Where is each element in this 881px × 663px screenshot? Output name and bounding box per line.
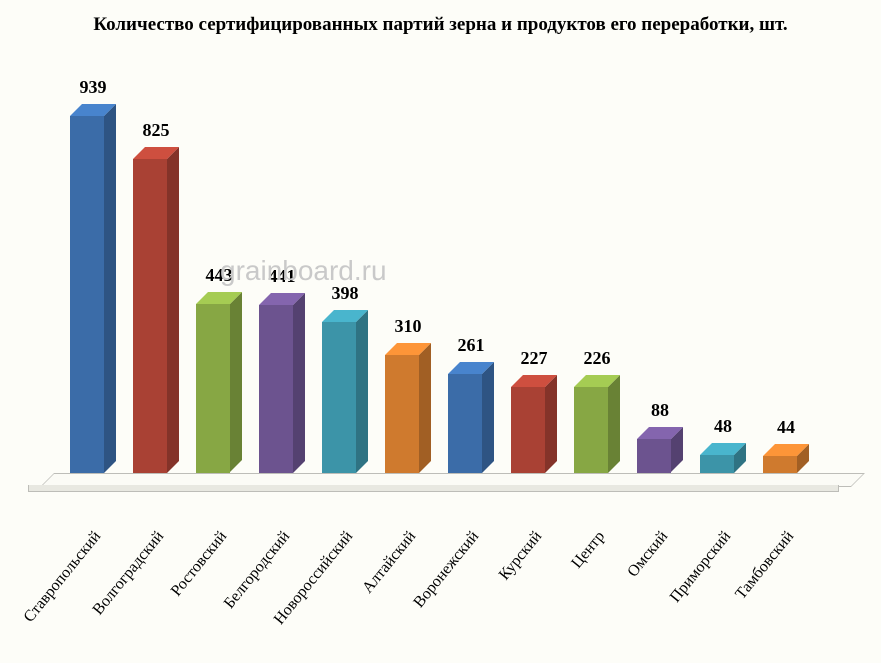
chart-title: Количество сертифицированных партий зерн… bbox=[0, 0, 881, 37]
x-axis-label: Воронежский bbox=[410, 528, 483, 612]
bar bbox=[259, 293, 305, 473]
x-axis-label: Курский bbox=[496, 528, 546, 584]
x-axis-label: Белгородский bbox=[221, 528, 294, 612]
bar-value-label: 825 bbox=[127, 120, 185, 141]
x-axis-label: Омский bbox=[624, 528, 672, 581]
bar-value-label: 261 bbox=[442, 335, 500, 356]
x-axis-label: Ростовский bbox=[168, 528, 231, 600]
bar-value-label: 441 bbox=[253, 266, 311, 287]
x-axis-label: Приморский bbox=[667, 528, 735, 606]
bar bbox=[133, 147, 179, 473]
bar bbox=[763, 444, 809, 473]
bar bbox=[385, 343, 431, 473]
bar bbox=[574, 375, 620, 473]
bar-value-label: 939 bbox=[64, 77, 122, 98]
chart-platform bbox=[40, 473, 851, 485]
bar bbox=[700, 443, 746, 473]
bar-value-label: 48 bbox=[694, 416, 752, 437]
bar-value-label: 398 bbox=[316, 283, 374, 304]
bar-value-label: 310 bbox=[379, 316, 437, 337]
bar bbox=[511, 375, 557, 473]
bar bbox=[322, 310, 368, 473]
bar-value-label: 443 bbox=[190, 265, 248, 286]
x-axis-label: Ставропольский bbox=[21, 528, 105, 626]
x-axis-label: Тамбовский bbox=[732, 528, 798, 603]
bar-value-label: 44 bbox=[757, 417, 815, 438]
bar-value-label: 226 bbox=[568, 348, 626, 369]
bar-value-label: 88 bbox=[631, 400, 689, 421]
x-axis-labels: СтавропольскийВолгоградскийРостовскийБел… bbox=[60, 520, 841, 660]
x-axis-label: Алтайский bbox=[359, 528, 420, 597]
bar bbox=[196, 292, 242, 472]
chart-area: grainboard.ru 93982544344139831026122722… bbox=[60, 65, 841, 485]
bar bbox=[448, 362, 494, 473]
bars-container: 939 825 443441398310261227226 884844 bbox=[60, 65, 841, 473]
bar bbox=[70, 104, 116, 473]
bar bbox=[637, 427, 683, 472]
bar-value-label: 227 bbox=[505, 348, 563, 369]
x-axis-label: Центр bbox=[568, 528, 609, 572]
